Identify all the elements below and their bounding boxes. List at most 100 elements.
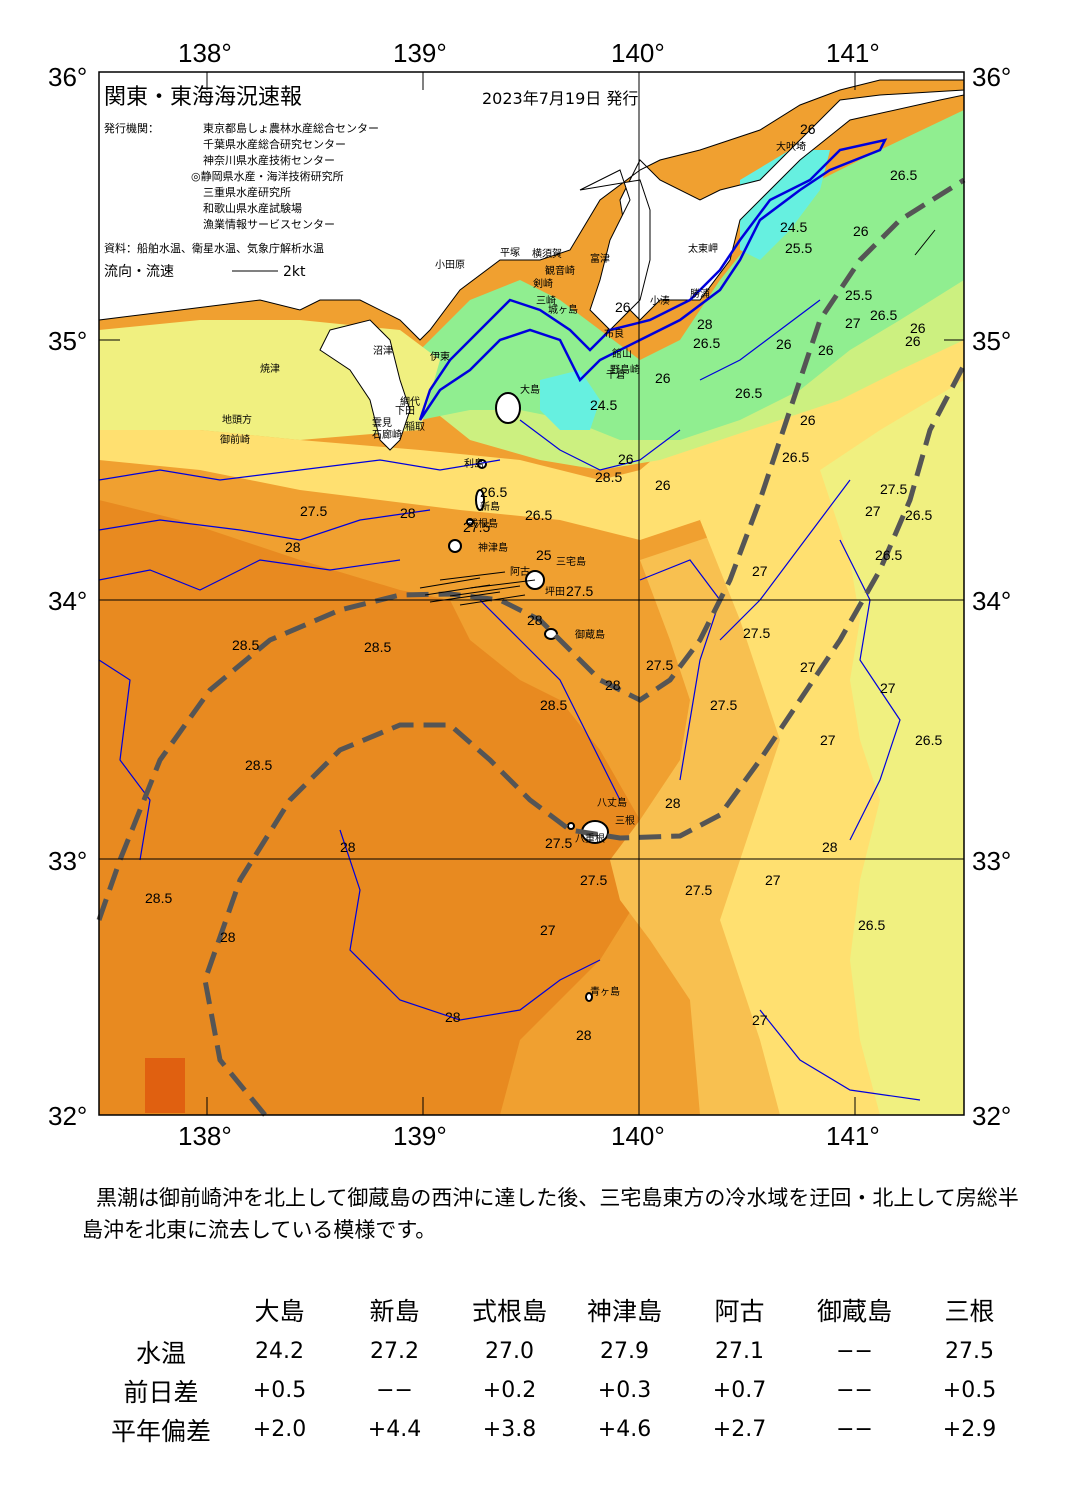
contour-label: 27 — [752, 1012, 768, 1028]
contour-label: 25.5 — [845, 287, 872, 303]
lat-label: 35° — [972, 326, 1011, 356]
contour-label: 28 — [665, 795, 681, 811]
place-label: 布良 — [604, 327, 624, 340]
lon-label: 141° — [826, 38, 880, 68]
lat-label: 35° — [48, 326, 87, 356]
contour-label: 27.5 — [463, 519, 490, 535]
contour-label: 28 — [220, 929, 236, 945]
lat-labels-right: 36° 35° 34° 33° 32° — [972, 62, 1011, 1131]
table-row: 平年偏差 +2.0 +4.4 +3.8 +4.6 +2.7 −− +2.9 — [100, 1410, 1027, 1449]
lat-label: 34° — [972, 586, 1011, 616]
table-cell: −− — [836, 1378, 873, 1403]
contour-label: 26.5 — [915, 732, 942, 748]
lon-label: 141° — [826, 1121, 880, 1151]
contour-label: 25.5 — [785, 240, 812, 256]
contour-label: 28 — [697, 316, 713, 332]
place-label: 下田 — [395, 406, 415, 417]
publisher: 漁業情報サービスセンター — [203, 217, 335, 231]
lon-label: 139° — [393, 38, 447, 68]
contour-label: 27.5 — [545, 835, 572, 851]
land-boso — [579, 169, 651, 331]
place-label: 石廊崎 — [372, 428, 402, 441]
lat-label: 33° — [972, 846, 1011, 876]
contour-label: 28 — [527, 612, 543, 628]
table-cell: +4.6 — [597, 1417, 652, 1442]
place-label: 網代 — [400, 395, 420, 408]
corner-cell — [100, 1288, 222, 1332]
lat-label: 32° — [972, 1101, 1011, 1131]
station-header: 三根 — [944, 1297, 995, 1326]
contour-label: 27 — [865, 503, 881, 519]
contour-label: 27 — [765, 872, 781, 888]
map-header: 関東・東海海況速報 2023年7月19日 発行 発行機関： 東京都島しょ農林水産… — [104, 85, 638, 280]
row-label: 平年偏差 — [110, 1416, 211, 1446]
lat-labels-left: 36° 35° 34° 33° 32° — [48, 62, 87, 1131]
place-label: 焼津 — [260, 363, 280, 375]
place-label: 新島 — [480, 500, 500, 513]
contour-label: 26 — [853, 223, 869, 239]
place-label: 御蔵島 — [575, 628, 605, 641]
publisher-label: 発行機関： — [104, 121, 159, 135]
contour-label: 26.5 — [890, 167, 917, 183]
table-cell: +0.7 — [712, 1378, 767, 1403]
contour-label: 26.5 — [870, 307, 897, 323]
contour-label: 27.5 — [646, 657, 673, 673]
contour-label: 28 — [605, 677, 621, 693]
place-label: 御前崎 — [220, 433, 250, 446]
contour-label: 27 — [820, 732, 836, 748]
graticule — [99, 72, 964, 1115]
contour-label: 26.5 — [905, 507, 932, 523]
contour-label: 27 — [845, 315, 861, 331]
contour-label: 27.5 — [580, 872, 607, 888]
row-label: 水温 — [135, 1338, 186, 1368]
contour-label: 28.5 — [540, 697, 567, 713]
place-label: 三宅島 — [556, 555, 586, 568]
place-label: 利島 — [464, 457, 484, 470]
contour-label: 25 — [536, 547, 552, 563]
contour-label: 27.5 — [743, 625, 770, 641]
publisher: 千葉県水産総合研究センター — [203, 137, 346, 151]
contour-label: 26 — [800, 412, 816, 428]
data-source: 資料：船舶水温、衛星水温、気象庁解析水温 — [104, 241, 324, 255]
contour-label: 26.5 — [525, 507, 552, 523]
table-cell: +2.9 — [942, 1417, 997, 1442]
isotherm-lines — [98, 299, 921, 1101]
contour-label: 26 — [655, 477, 671, 493]
contour-label: 24.5 — [780, 219, 807, 235]
place-label: 観音崎 — [545, 264, 575, 277]
contour-label: 27.5 — [710, 697, 737, 713]
lat-label: 36° — [48, 62, 87, 92]
place-label: 大吠埼 — [776, 140, 806, 153]
place-label: 式根島 — [468, 517, 498, 530]
contour-label: 28.5 — [595, 469, 622, 485]
lon-label: 138° — [178, 38, 232, 68]
publisher: 東京都島しょ農林水産総合センター — [203, 121, 379, 135]
station-header: 御蔵島 — [816, 1297, 892, 1326]
island-shikinejima — [466, 518, 474, 526]
flow-scale-label: 2kt — [283, 264, 306, 280]
place-label: 坪田 — [545, 585, 565, 598]
contour-label: 28 — [576, 1027, 592, 1043]
lat-label: 36° — [972, 62, 1011, 92]
place-label: 城ヶ島 — [548, 303, 578, 316]
contour-label: 28 — [445, 1009, 461, 1025]
place-label: 小湊 — [650, 294, 670, 307]
place-label: 八丈島 — [597, 796, 627, 809]
lat-label: 34° — [48, 586, 87, 616]
table-cell: +0.3 — [597, 1378, 652, 1403]
lon-labels-top: 138° 139° 140° 141° — [178, 38, 880, 68]
contour-label: 27.5 — [300, 503, 327, 519]
zone-25 — [420, 110, 964, 440]
table-row: 前日差 +0.5 −− +0.2 +0.3 +0.7 −− +0.5 — [100, 1371, 1027, 1410]
table-cell: 27.9 — [600, 1339, 649, 1364]
station-header-row: 大島 新島 式根島 神津島 阿古 御蔵島 三根 — [100, 1288, 1027, 1332]
summary-text: 黒潮は御前崎沖を北上して御蔵島の西沖に達した後、三宅島東方の冷水域を迂回・北上し… — [82, 1186, 1019, 1242]
island-hachijo-kojima — [567, 822, 575, 830]
island-niijima — [475, 489, 485, 511]
lon-label: 140° — [611, 38, 665, 68]
place-label: 雲見 — [372, 417, 392, 429]
contour-label: 26 — [776, 336, 792, 352]
contour-label: 27 — [752, 563, 768, 579]
place-label: 三崎 — [536, 294, 556, 307]
